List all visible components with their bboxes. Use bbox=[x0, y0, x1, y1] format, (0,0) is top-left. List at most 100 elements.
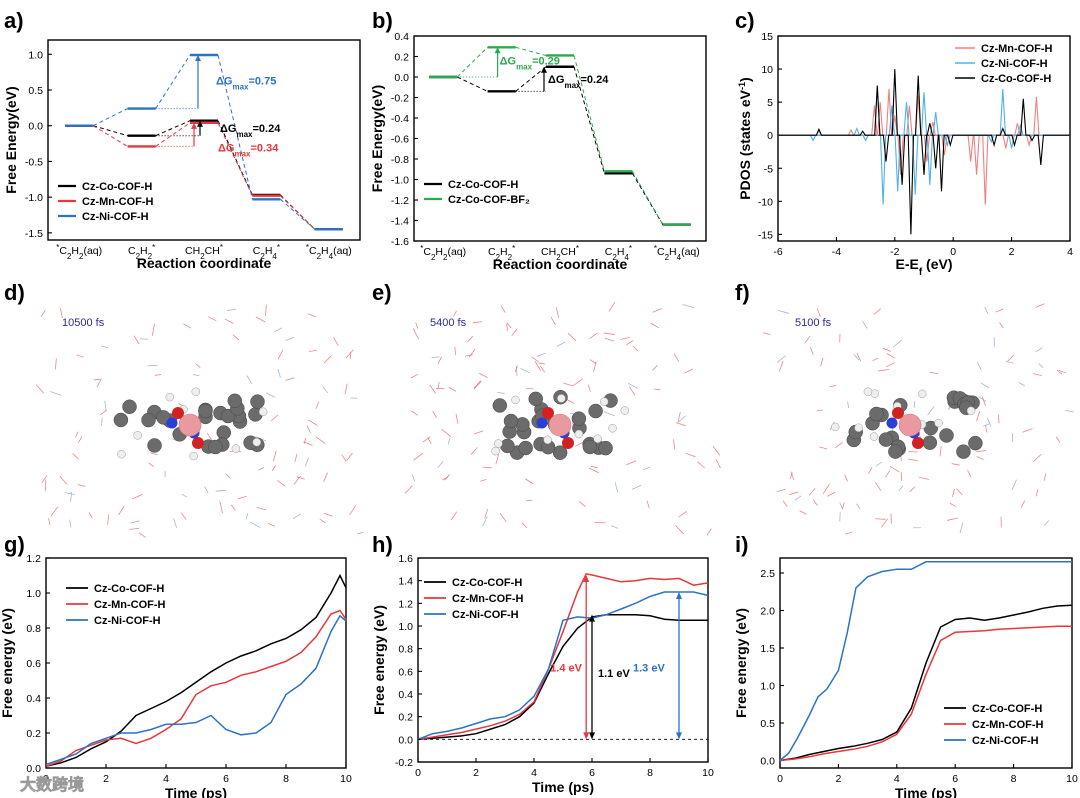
solvent-molecule bbox=[226, 308, 237, 311]
solvent-molecule bbox=[673, 353, 680, 362]
solvent-molecule bbox=[315, 436, 326, 445]
x-tick-label: 0 bbox=[950, 246, 956, 258]
solvent-molecule bbox=[447, 438, 451, 445]
solvent-molecule bbox=[789, 491, 799, 495]
x-tick-label: -6 bbox=[773, 246, 782, 258]
solvent-molecule bbox=[856, 503, 861, 510]
y-axis-label: Free Energy(eV) bbox=[3, 86, 19, 193]
carbon-atom bbox=[552, 445, 568, 460]
solvent-molecule bbox=[129, 527, 140, 530]
solvent-molecule bbox=[54, 358, 57, 370]
md-snapshot-d bbox=[35, 304, 364, 538]
x-tick-label: 4 bbox=[531, 767, 537, 779]
y-tick-label: 0.2 bbox=[398, 712, 413, 724]
x-axis-label: Time (ps) bbox=[532, 779, 594, 795]
solvent-molecule bbox=[536, 352, 546, 357]
x-axis-label: Time (ps) bbox=[895, 785, 957, 798]
chart-h-free-energy-time: -0.2 0.0 0.2 0.4 0.6 0.8 1.0 1.2 1.4 1.6 0 2 4 6 8 10 Cz… bbox=[371, 553, 714, 795]
solvent-molecule bbox=[118, 505, 125, 516]
solvent-molecule bbox=[812, 498, 818, 506]
solvent-molecule bbox=[323, 355, 332, 364]
md-snapshot-f bbox=[762, 303, 1075, 535]
category-tick-label: C2H2* bbox=[488, 244, 515, 262]
carbon-atom bbox=[878, 432, 894, 447]
solvent-molecule bbox=[1055, 436, 1061, 443]
solvent-molecule bbox=[473, 381, 482, 390]
pdos-series-cz-mn-cof-h bbox=[778, 88, 1070, 205]
solvent-molecule bbox=[303, 437, 307, 444]
solvent-molecule bbox=[149, 452, 158, 456]
solvent-molecule bbox=[100, 345, 109, 349]
solvent-molecule bbox=[534, 360, 541, 371]
solvent-molecule bbox=[588, 467, 600, 474]
solvent-molecule bbox=[778, 360, 784, 372]
solvent-molecule bbox=[566, 399, 575, 404]
legend-entry: Cz-Mn-COF-H bbox=[972, 719, 1044, 731]
x-tick-label: 10 bbox=[340, 773, 352, 785]
y-tick-label: 0.0 bbox=[398, 734, 413, 746]
solvent-molecule bbox=[1056, 369, 1063, 375]
solvent-molecule bbox=[410, 373, 419, 379]
snapshot-d-time: 10500 fs bbox=[62, 317, 105, 329]
solvent-molecule bbox=[1011, 479, 1017, 490]
solvent-molecule bbox=[808, 487, 816, 496]
solvent-molecule bbox=[844, 474, 848, 482]
solvent-molecule bbox=[50, 506, 59, 517]
solvent-molecule bbox=[96, 379, 102, 388]
hydrogen-atom bbox=[599, 397, 609, 406]
solvent-molecule bbox=[412, 474, 416, 482]
solvent-molecule bbox=[872, 357, 879, 362]
solvent-molecule bbox=[949, 502, 956, 507]
y-tick-label: 1.2 bbox=[398, 598, 413, 610]
hydrogen-atom bbox=[191, 387, 201, 396]
solvent-molecule bbox=[777, 309, 790, 314]
solvent-molecule bbox=[130, 520, 140, 524]
y-tick-label: -0.6 bbox=[391, 134, 409, 146]
energy-connector bbox=[92, 125, 128, 147]
solvent-molecule bbox=[873, 308, 882, 315]
solvent-molecule bbox=[632, 345, 638, 351]
category-tick-label: *C2H2(aq) bbox=[56, 243, 102, 261]
solvent-molecule bbox=[230, 504, 236, 511]
plot-frame bbox=[45, 557, 347, 769]
solvent-molecule bbox=[345, 349, 354, 359]
x-axis-label: E-Ef (eV) bbox=[895, 256, 952, 278]
carbon-atom bbox=[492, 398, 508, 413]
y-tick-label: -1.2 bbox=[391, 195, 409, 207]
solvent-molecule bbox=[138, 532, 146, 538]
solvent-molecule bbox=[441, 428, 451, 437]
solvent-molecule bbox=[1035, 488, 1039, 497]
y-tick-label: 0.4 bbox=[394, 31, 409, 43]
solvent-molecule bbox=[589, 332, 598, 340]
solvent-molecule bbox=[467, 335, 474, 343]
delta-arrowhead bbox=[676, 732, 682, 740]
legend-entry: Cz-Mn-COF-H bbox=[981, 43, 1053, 55]
solvent-molecule bbox=[531, 356, 540, 363]
solvent-molecule bbox=[706, 528, 712, 536]
solvent-molecule bbox=[344, 383, 348, 395]
chart-c-pdos: -15 -10 -5 0 5 10 15 -6 -4 -2 0 2 4 Cz-Mn-COF-H Cz-Ni-… bbox=[737, 31, 1073, 278]
solvent-molecule bbox=[845, 531, 852, 535]
hydrogen-atom bbox=[189, 451, 198, 461]
solvent-molecule bbox=[967, 469, 972, 478]
carbon-atom bbox=[968, 435, 983, 451]
y-tick-label: 10 bbox=[761, 64, 773, 76]
solvent-molecule bbox=[1038, 363, 1044, 368]
y-tick-label: -1.5 bbox=[25, 228, 43, 240]
chart-b-free-energy-diagram: -1.6 -1.4 -1.2 -1.0 -0.8 -0.6 -0.4 -0.2 0.0 0.2 0.… bbox=[369, 31, 707, 272]
solvent-molecule bbox=[148, 462, 154, 468]
oxygen-atom bbox=[892, 407, 904, 419]
legend-entry: Cz-Co-COF-H bbox=[981, 73, 1051, 85]
solvent-molecule bbox=[603, 332, 616, 335]
solvent-molecule bbox=[608, 301, 616, 312]
y-tick-label: -1.0 bbox=[25, 192, 43, 204]
energy-connector bbox=[155, 54, 191, 109]
y-tick-label: -1.4 bbox=[391, 216, 409, 228]
y-tick-label: 0.0 bbox=[26, 763, 41, 775]
solvent-molecule bbox=[978, 396, 987, 402]
solvent-molecule bbox=[1058, 370, 1066, 374]
metal-atom bbox=[548, 413, 572, 437]
solvent-molecule bbox=[101, 417, 103, 426]
y-tick-label: 0.8 bbox=[26, 623, 41, 635]
solvent-molecule bbox=[59, 307, 63, 319]
